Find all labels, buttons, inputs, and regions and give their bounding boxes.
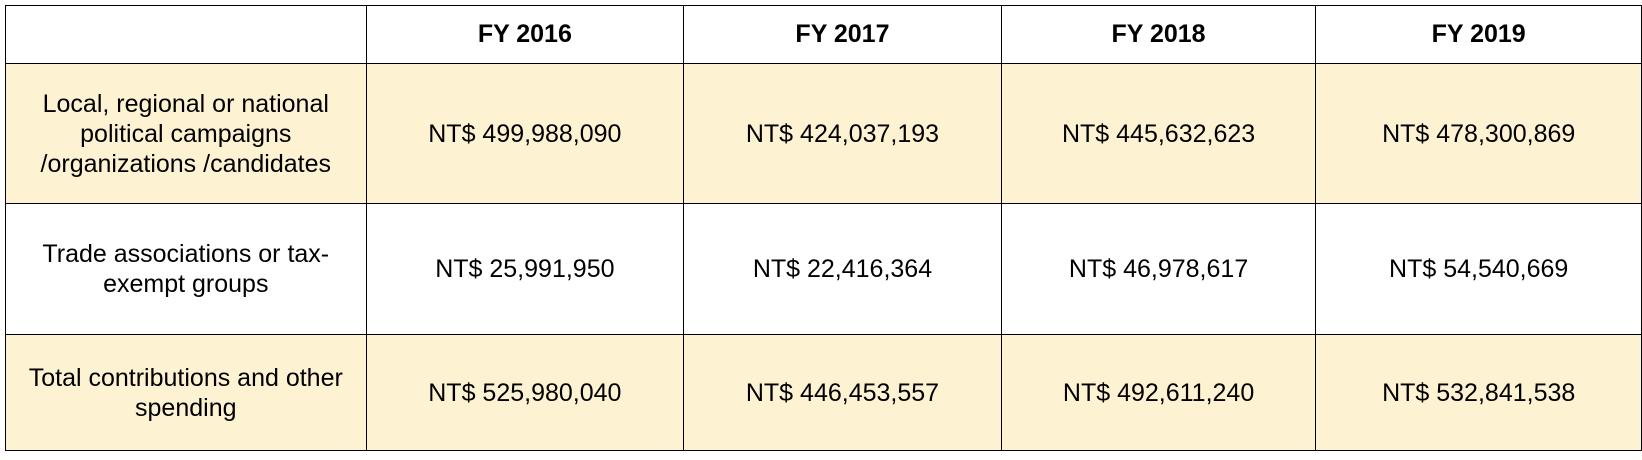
row-label: Local, regional or national political ca… [5,63,367,204]
header-cell-fy2018: FY 2018 [1000,5,1317,64]
table-row-trade-associations: Trade associations or tax-exempt groups … [5,203,1642,335]
header-row: FY 2016 FY 2017 FY 2018 FY 2019 [5,5,1642,64]
table-cell: NT$ 499,988,090 [365,63,685,204]
header-cell-empty [5,5,367,64]
header-cell-fy2017: FY 2017 [683,5,1002,64]
table-cell: NT$ 25,991,950 [365,203,685,335]
table-cell: NT$ 446,453,557 [683,334,1002,451]
table-row-political-campaigns: Local, regional or national political ca… [5,63,1642,204]
table-cell: NT$ 525,980,040 [365,334,685,451]
spending-table-container: FY 2016 FY 2017 FY 2018 FY 2019 Local, r… [5,5,1642,451]
table-cell: NT$ 54,540,669 [1315,203,1642,335]
table-cell: NT$ 445,632,623 [1000,63,1317,204]
row-label: Trade associations or tax-exempt groups [5,203,367,335]
header-cell-fy2019: FY 2019 [1315,5,1642,64]
table-cell: NT$ 532,841,538 [1315,334,1642,451]
header-cell-fy2016: FY 2016 [365,5,685,64]
table-cell: NT$ 492,611,240 [1000,334,1317,451]
table-cell: NT$ 424,037,193 [683,63,1002,204]
table-row-total: Total contributions and other spending N… [5,334,1642,451]
table-cell: NT$ 22,416,364 [683,203,1002,335]
table-cell: NT$ 46,978,617 [1000,203,1317,335]
political-spending-table: FY 2016 FY 2017 FY 2018 FY 2019 Local, r… [5,5,1642,451]
row-label: Total contributions and other spending [5,334,367,451]
table-cell: NT$ 478,300,869 [1315,63,1642,204]
